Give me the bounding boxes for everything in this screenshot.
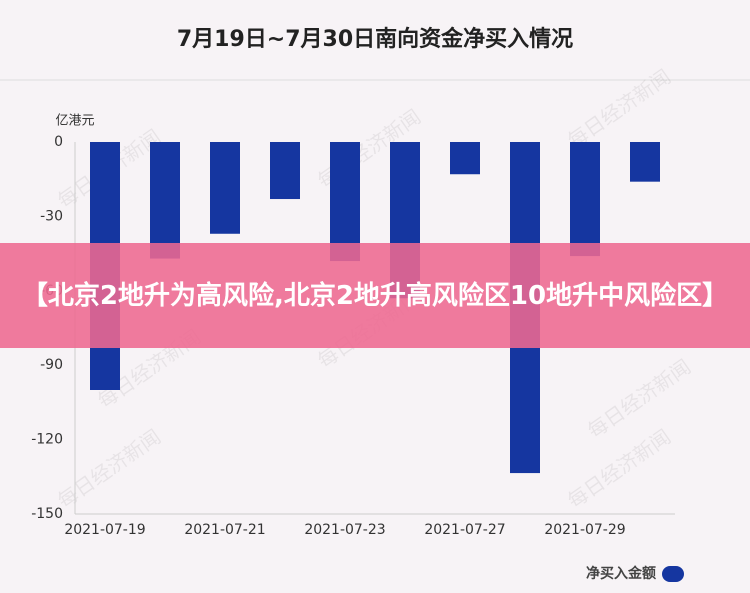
banner: 【北京2地升为高风险,北京2地升高风险区10地升中风险区】 bbox=[0, 243, 750, 348]
y-tick-label: -150 bbox=[31, 506, 63, 522]
bar bbox=[150, 142, 180, 259]
bar bbox=[330, 142, 360, 262]
y-tick-label: -30 bbox=[40, 208, 63, 224]
chart-title: 7月19日~7月30日南向资金净买入情况 bbox=[177, 26, 573, 52]
y-axis-label: 亿港元 bbox=[55, 114, 94, 129]
bar bbox=[570, 142, 600, 257]
watermark: 每日经济新闻 bbox=[53, 425, 165, 513]
legend-swatch bbox=[662, 566, 684, 582]
bar bbox=[450, 142, 480, 175]
x-tick-label: 2021-07-19 bbox=[64, 522, 145, 538]
x-tick-label: 2021-07-21 bbox=[184, 522, 265, 538]
x-tick-label: 2021-07-29 bbox=[544, 522, 625, 538]
watermark: 每日经济新闻 bbox=[563, 65, 675, 153]
x-tick-label: 2021-07-27 bbox=[424, 522, 505, 538]
y-tick-label: -120 bbox=[31, 432, 63, 448]
legend-label: 净买入金额 bbox=[586, 565, 656, 582]
x-tick-label: 2021-07-23 bbox=[304, 522, 385, 538]
y-tick-label: -90 bbox=[40, 357, 63, 373]
bar bbox=[210, 142, 240, 234]
y-tick-label: 0 bbox=[54, 134, 63, 150]
watermark: 每日经济新闻 bbox=[563, 425, 675, 513]
bar bbox=[270, 142, 300, 200]
watermark: 每日经济新闻 bbox=[583, 355, 695, 443]
bar bbox=[630, 142, 660, 182]
